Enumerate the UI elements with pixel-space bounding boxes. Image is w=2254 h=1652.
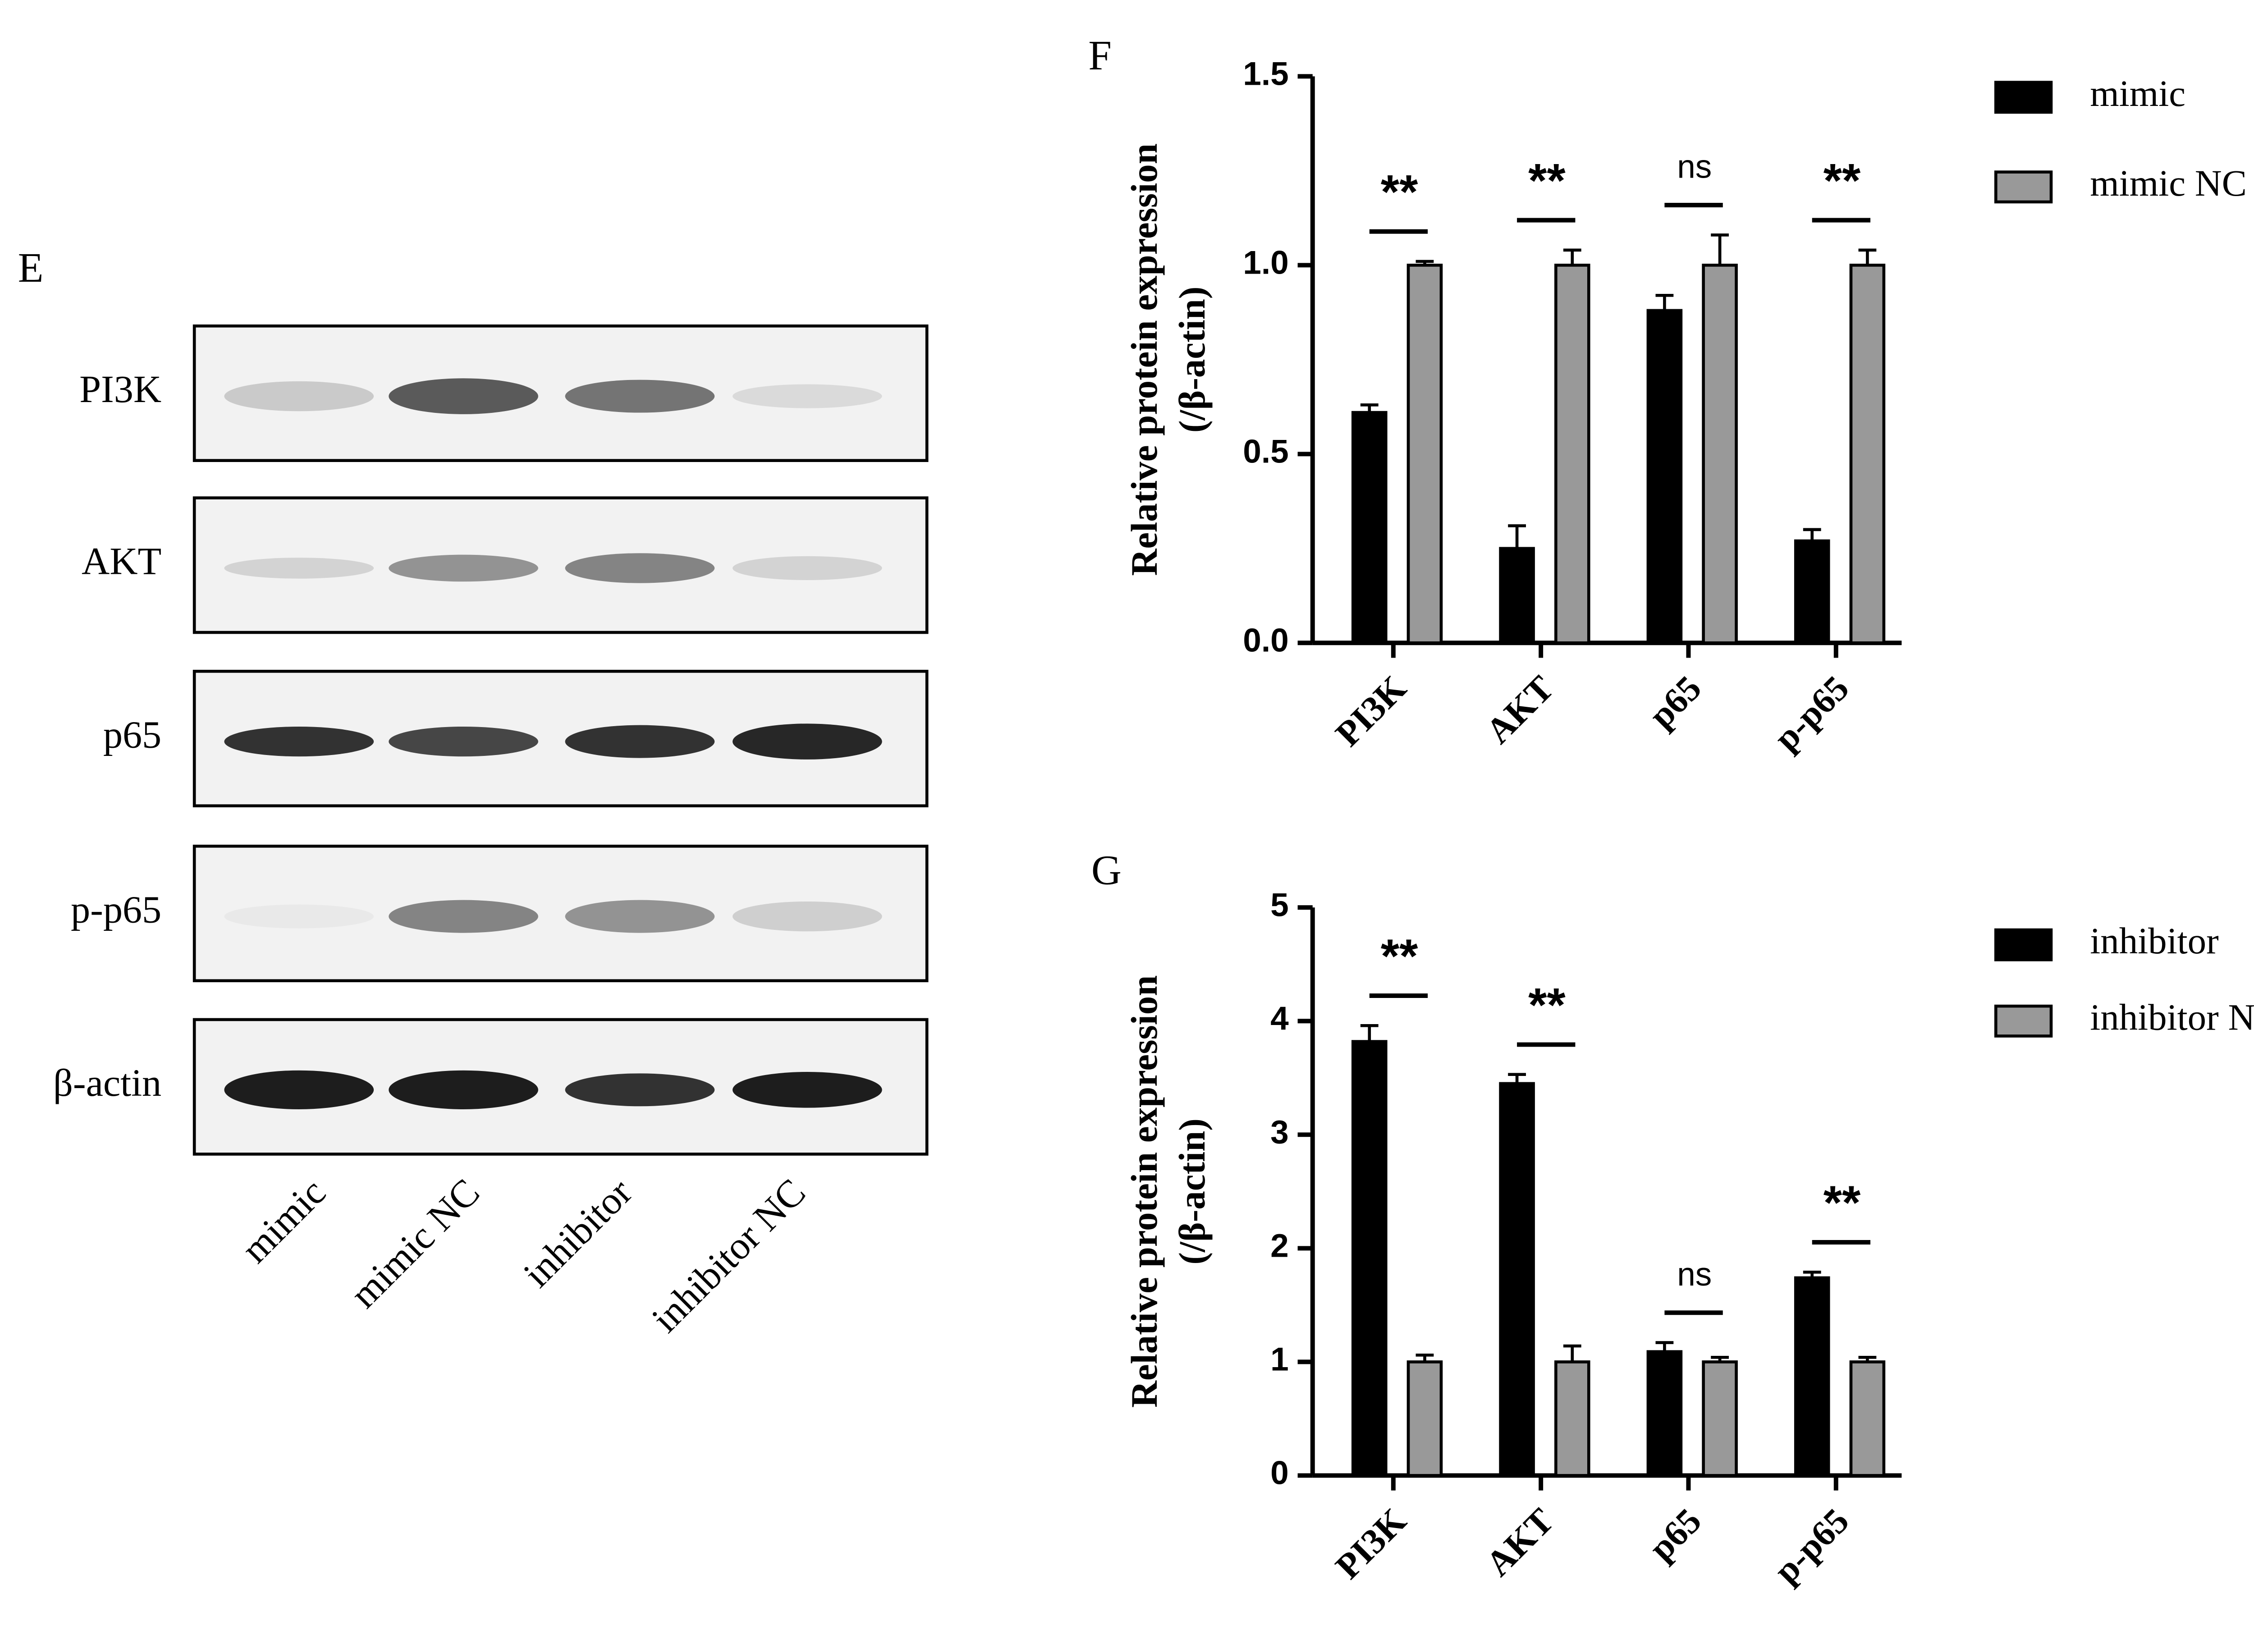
- blot-band: [733, 901, 882, 932]
- blot-band: [733, 1072, 882, 1108]
- blot-band: [389, 1070, 538, 1109]
- blot-row-label: AKT: [82, 540, 161, 583]
- blot-band: [224, 558, 374, 579]
- blot-band: [565, 725, 715, 758]
- panel-label: G: [1091, 847, 1122, 894]
- bar: [1849, 264, 1886, 645]
- y-tick-label: 3: [1270, 1114, 1289, 1151]
- bar: [1554, 264, 1590, 645]
- bar: [1406, 264, 1443, 645]
- y-tick-label: 1.0: [1243, 245, 1288, 281]
- panel-label: F: [1088, 32, 1112, 79]
- legend-label: mimic NC: [2090, 162, 2247, 204]
- blot-frame: [192, 844, 929, 983]
- significance-label: ns: [1677, 1256, 1712, 1293]
- blot-band: [565, 380, 715, 413]
- bar: [1646, 309, 1683, 645]
- legend-label: inhibitor: [2090, 920, 2219, 961]
- legend-label: mimic: [2090, 73, 2185, 114]
- bar: [1554, 1360, 1590, 1477]
- blot-frame: [192, 324, 929, 462]
- bar: [1702, 1360, 1738, 1477]
- blot-row-label: p-p65: [71, 888, 161, 931]
- blot-band: [733, 384, 882, 408]
- bar: [1499, 547, 1535, 645]
- significance-label: **: [1528, 154, 1566, 207]
- significance-label: **: [1823, 1176, 1861, 1229]
- y-tick-label: 1.5: [1243, 56, 1288, 92]
- panel-label: E: [18, 245, 44, 291]
- significance-label: **: [1823, 154, 1861, 207]
- bar: [1849, 1360, 1886, 1477]
- blot-row-label: PI3K: [79, 367, 161, 411]
- blot-band: [389, 726, 538, 757]
- y-tick-label: 0.5: [1243, 434, 1288, 470]
- y-axis-title: (/β-actin): [1171, 287, 1213, 433]
- y-axis-title: Relative protein expression: [1123, 975, 1165, 1408]
- blot-band: [565, 900, 715, 933]
- bar: [1646, 1350, 1683, 1477]
- legend-swatch: [1994, 1004, 2053, 1038]
- significance-label: **: [1381, 165, 1418, 219]
- blot-band: [733, 556, 882, 580]
- bar: [1499, 1082, 1535, 1477]
- legend-swatch: [1994, 928, 2053, 961]
- y-tick-label: 2: [1270, 1228, 1289, 1264]
- blot-band: [565, 553, 715, 583]
- y-tick-label: 0.0: [1243, 622, 1288, 659]
- y-tick-label: 0: [1270, 1455, 1289, 1492]
- bar: [1351, 1040, 1388, 1477]
- bar: [1406, 1360, 1443, 1477]
- blot-frame: [192, 496, 929, 634]
- blot-row-label: p65: [103, 713, 161, 756]
- blot-band: [389, 554, 538, 582]
- blot-band: [565, 1073, 715, 1107]
- blot-row-label: β-actin: [53, 1061, 161, 1104]
- y-axis-title: (/β-actin): [1171, 1118, 1213, 1264]
- blot-band: [224, 381, 374, 412]
- y-tick-label: 4: [1270, 1001, 1289, 1037]
- blot-band: [224, 905, 374, 929]
- bar: [1702, 264, 1738, 645]
- y-tick-label: 5: [1270, 887, 1289, 924]
- legend-swatch: [1994, 170, 2053, 204]
- significance-label: **: [1381, 929, 1418, 983]
- significance-label: ns: [1677, 149, 1712, 185]
- legend-label: inhibitor NC: [2090, 996, 2254, 1038]
- y-tick-label: 1: [1270, 1341, 1289, 1378]
- legend-swatch: [1994, 81, 2053, 114]
- bar: [1351, 411, 1388, 645]
- bar: [1794, 1276, 1830, 1477]
- blot-band: [224, 726, 374, 757]
- y-axis-title: Relative protein expression: [1123, 143, 1165, 576]
- blot-band: [733, 723, 882, 760]
- bar: [1794, 539, 1830, 645]
- blot-band: [389, 900, 538, 933]
- blot-band: [389, 378, 538, 414]
- significance-label: **: [1528, 979, 1566, 1032]
- blot-band: [224, 1070, 374, 1109]
